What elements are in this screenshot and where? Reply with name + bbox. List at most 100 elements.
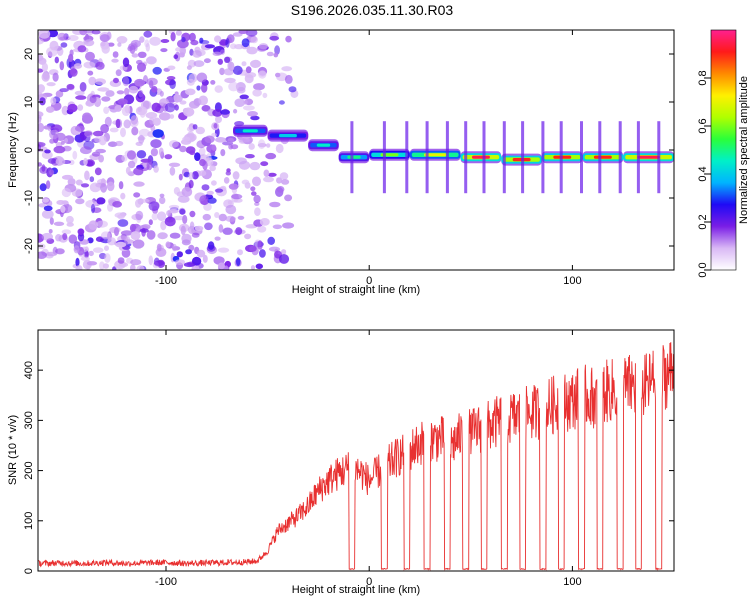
snr-panel: -100 0 100 0 100 200 300 400 Height of straight… — [7, 329, 675, 596]
noise-blob — [134, 78, 146, 87]
noise-blob — [43, 125, 52, 130]
noise-blob — [198, 95, 208, 106]
noise-blob — [175, 47, 182, 52]
noise-blob — [39, 183, 47, 192]
noise-blob — [166, 76, 176, 81]
noise-blob — [112, 51, 119, 58]
noise-blob — [281, 66, 293, 72]
y-tick-label: -10 — [23, 190, 35, 206]
noise-blob — [232, 65, 243, 76]
noise-blob — [275, 72, 281, 78]
noise-blob — [159, 90, 164, 97]
noise-blob — [211, 144, 217, 151]
noise-blob — [282, 222, 295, 229]
noise-blob — [131, 126, 139, 136]
noise-blob — [238, 30, 249, 34]
noise-blob — [117, 42, 122, 47]
noise-blob — [38, 111, 44, 118]
noise-blob — [149, 36, 161, 46]
noise-blob — [203, 58, 211, 64]
noise-blob — [73, 245, 80, 254]
noise-blob — [46, 46, 58, 57]
noise-blob — [211, 180, 217, 186]
noise-blob — [41, 72, 50, 82]
noise-blob — [168, 140, 179, 148]
noise-blob — [179, 52, 185, 58]
tone-peak — [424, 153, 447, 157]
noise-blob — [278, 254, 290, 264]
noise-blob — [83, 61, 96, 69]
noise-blob — [96, 220, 108, 228]
noise-blob — [215, 115, 222, 124]
colorbar-ticks: 0.0 0.2 0.4 0.6 0.8 — [697, 70, 711, 278]
noise-blob — [196, 140, 207, 149]
noise-blob — [126, 150, 137, 160]
noise-blob — [118, 181, 124, 190]
noise-blob — [60, 205, 66, 213]
noise-blob — [212, 51, 222, 56]
streak-artifact — [598, 121, 602, 194]
noise-blob — [227, 137, 235, 144]
noise-blob — [196, 85, 201, 91]
noise-blob — [206, 153, 212, 162]
noise-blob — [77, 104, 84, 111]
noise-blob — [140, 158, 152, 163]
noise-blob — [136, 150, 147, 159]
noise-blob — [94, 136, 101, 143]
noise-blob — [137, 62, 146, 72]
noise-blob — [105, 90, 115, 97]
noise-blob — [67, 103, 78, 113]
noise-blob — [88, 76, 97, 86]
noise-blob — [178, 173, 183, 181]
noise-blob — [117, 98, 128, 105]
noise-blob — [173, 187, 180, 195]
noise-blob — [233, 108, 238, 114]
noise-blob — [104, 245, 109, 251]
noise-blob — [176, 251, 183, 258]
noise-blob — [135, 210, 144, 221]
noise-blob — [250, 186, 256, 192]
noise-blob — [133, 167, 144, 176]
noise-blob — [38, 38, 44, 45]
noise-blob — [61, 187, 72, 198]
x-tick-label: -100 — [155, 275, 177, 287]
noise-blob — [180, 225, 186, 236]
streak-artifact — [350, 121, 354, 194]
noise-blob — [38, 122, 45, 133]
noise-blob — [62, 233, 68, 241]
noise-blob — [245, 66, 252, 74]
noise-blob — [232, 171, 240, 180]
noise-blob — [60, 140, 65, 145]
noise-blob — [198, 170, 207, 177]
noise-blob — [284, 74, 293, 84]
noise-blob — [127, 160, 136, 169]
noise-blob — [263, 176, 274, 183]
y-tick-label: 100 — [23, 512, 35, 530]
noise-blob — [166, 210, 171, 217]
noise-blob — [117, 257, 125, 264]
colorbar-tick-label: 0.4 — [697, 166, 709, 181]
noise-blob — [164, 154, 173, 160]
noise-blob — [207, 241, 215, 250]
noise-blob — [222, 227, 233, 235]
noise-blob — [75, 179, 83, 186]
noise-blob — [148, 201, 160, 212]
noise-blob — [73, 63, 83, 69]
noise-blob — [120, 127, 126, 138]
colorbar-label: Normalized spectral amplitude — [738, 76, 750, 224]
noise-blob — [169, 114, 175, 119]
noise-blob — [254, 202, 260, 206]
noise-blob — [252, 176, 261, 187]
noise-blob — [267, 172, 277, 177]
noise-blob — [46, 106, 55, 113]
noise-blob — [258, 70, 267, 79]
noise-blob — [268, 246, 281, 252]
noise-blob — [274, 45, 280, 55]
noise-blob — [100, 231, 111, 240]
noise-blob — [90, 203, 96, 214]
noise-blob — [257, 225, 267, 233]
noise-blob — [236, 257, 241, 266]
noise-blob — [188, 179, 194, 189]
noise-blob — [224, 265, 229, 270]
